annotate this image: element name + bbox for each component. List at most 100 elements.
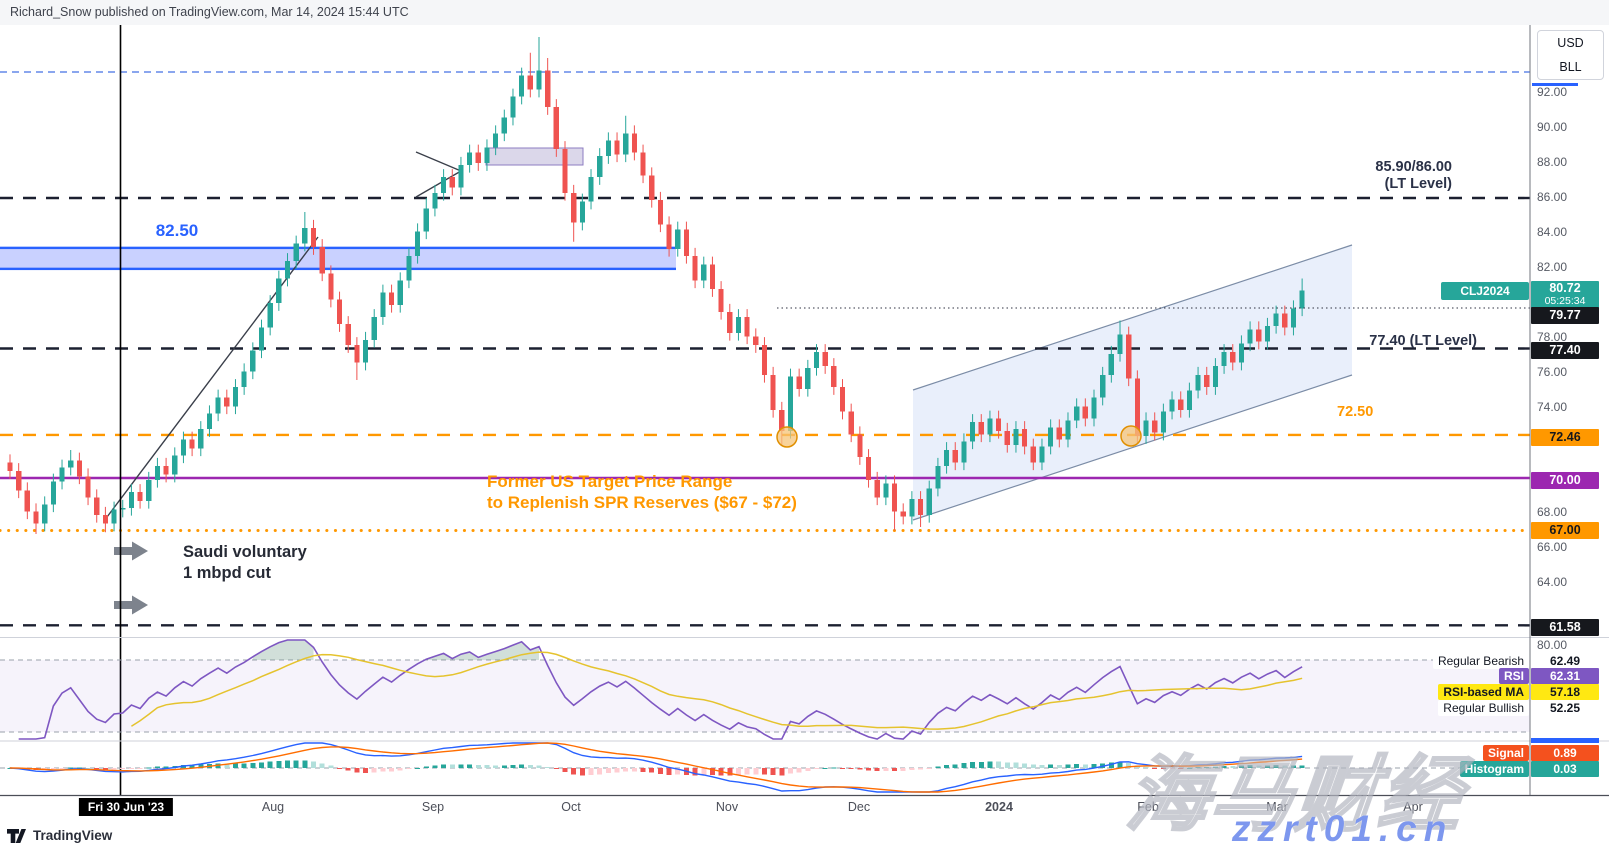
candle-body [657, 199, 663, 225]
candle-body [258, 327, 265, 351]
price-tick: 86.00 [1537, 190, 1568, 204]
candle-body [1065, 420, 1071, 440]
candle-body [805, 367, 811, 389]
candle-body [597, 156, 603, 177]
candle-body [189, 439, 195, 449]
macd-histogram-bar [432, 765, 438, 768]
candle-body [380, 292, 386, 317]
macd-histogram-bar [1004, 762, 1010, 768]
macd-histogram-bar [85, 767, 91, 769]
candle-body [163, 465, 169, 475]
tradingview-footer-link[interactable]: TradingView [7, 828, 112, 843]
saudi-annotation-line1: Saudi voluntary [183, 543, 307, 561]
macd-histogram-bar [363, 768, 369, 773]
macd-histogram-bar [120, 768, 126, 770]
macd-histogram-bar [441, 764, 447, 768]
macd-histogram-bar [345, 768, 351, 771]
pennant-line-0 [415, 151, 462, 172]
candle-body [1134, 378, 1140, 436]
candle-body [354, 345, 360, 363]
price-tick: 88.00 [1537, 155, 1568, 169]
candle-body [874, 479, 880, 498]
channel-lower-line [912, 374, 1353, 521]
time-tick-Feb: Feb [1137, 800, 1159, 814]
candle-body [1030, 446, 1036, 463]
macd-histogram-bar [371, 768, 377, 773]
candle-body [1169, 399, 1175, 412]
symbol-currency: USD [1557, 36, 1584, 50]
candle-body [545, 70, 551, 107]
price-badge-67.00: 67.00 [1531, 522, 1599, 539]
time-tick-Nov: Nov [715, 800, 739, 814]
price-badge-value: 70.00 [1549, 473, 1581, 487]
candle-body [1117, 334, 1123, 354]
macd-histogram-bar [1108, 762, 1114, 768]
macd-histogram-bar [562, 768, 568, 773]
lt-level-86-label: 85.90/86.00 (LT Level) [1375, 159, 1452, 193]
candle-body [709, 264, 716, 289]
macd-histogram-bar [848, 768, 854, 769]
price-badge-70.00: 70.00 [1531, 472, 1599, 489]
macd-histogram-bar [1186, 767, 1192, 769]
candle-body [1204, 374, 1210, 387]
candle-body [675, 229, 681, 249]
macd-histogram-bar [484, 765, 490, 768]
candle-body [865, 457, 872, 480]
candle-body [692, 255, 698, 281]
candle-body [1221, 352, 1227, 366]
time-tick-Sep: Sep [421, 800, 445, 814]
candle-body [1022, 429, 1028, 447]
axis-blue-mark [1532, 83, 1578, 86]
candle-body [206, 413, 213, 429]
consolidation-box [485, 147, 584, 166]
indicator-label-histogram: Histogram [1459, 761, 1529, 777]
macd-histogram-bar [423, 766, 429, 768]
candle-body [371, 317, 377, 340]
series-symbol-tag: CLJ2024 [1441, 282, 1529, 300]
candle-body [588, 177, 594, 202]
candle-body [250, 350, 256, 372]
price-badge-value: 61.58 [1549, 620, 1581, 634]
event-arrow-icon-1 [114, 595, 148, 615]
macd-histogram-bar [501, 765, 507, 768]
site-watermark-link[interactable]: zzrt01.cn [1232, 808, 1454, 849]
macd-histogram-bar [623, 768, 629, 772]
candle-body [128, 492, 135, 508]
macd-histogram-bar [952, 764, 958, 768]
candle-body [649, 175, 655, 200]
candle-body [310, 227, 317, 247]
lt-level-86-line1: 85.90/86.00 [1375, 159, 1452, 175]
macd-line [9, 742, 1303, 793]
macd-histogram-bar [94, 768, 100, 769]
candle-body [969, 422, 976, 442]
macd-histogram-bar [926, 768, 932, 769]
candle-body [397, 280, 403, 305]
candle-body [631, 133, 637, 153]
macd-histogram-bar [1264, 765, 1270, 768]
candle-body [42, 504, 48, 524]
time-tick-Mar: Mar [1266, 800, 1288, 814]
macd-histogram-bar [536, 765, 542, 768]
price-badge-countdown: 05:25:34 [1544, 295, 1586, 307]
price-tick: 66.00 [1537, 540, 1568, 554]
blue-zone-top-border [0, 246, 676, 250]
macd-histogram-bar [970, 762, 976, 768]
macd-histogram-bar [857, 768, 863, 770]
macd-histogram-bar [397, 768, 403, 771]
candle-body [493, 133, 499, 148]
macd-histogram-bar [1082, 764, 1088, 768]
macd-histogram-bar [302, 760, 308, 768]
macd-histogram-bar [380, 768, 386, 772]
pennant-line-1 [415, 170, 462, 198]
macd-histogram-bar [1195, 767, 1201, 769]
price-badge-80.72: 80.72 05:25:34 [1531, 281, 1599, 309]
candle-body [76, 460, 82, 477]
candle-body [1273, 313, 1279, 326]
candle-body [935, 465, 941, 489]
candle-body [293, 243, 299, 261]
macd-histogram-bar [493, 765, 499, 768]
rsi-line [18, 639, 1303, 740]
price-badge-61.58: 61.58 [1531, 619, 1599, 636]
macd-histogram-bar [588, 768, 594, 776]
macd-histogram-bar [319, 763, 325, 768]
